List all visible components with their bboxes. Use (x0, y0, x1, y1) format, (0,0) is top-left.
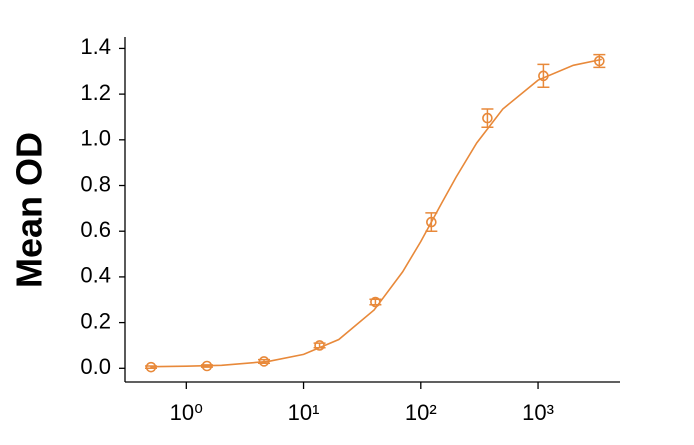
x-tick-label: 10¹ (288, 400, 320, 425)
data-point (370, 296, 381, 308)
y-tick-label: 1.0 (80, 126, 111, 151)
data-point (538, 70, 549, 82)
fit-curve (150, 58, 602, 368)
y-tick-label: 1.2 (80, 80, 111, 105)
error-bar (537, 63, 550, 89)
data-point (145, 361, 157, 373)
data-point (594, 55, 605, 67)
data-point (482, 112, 493, 124)
data-point (201, 360, 213, 372)
y-tick-label: 0.4 (80, 263, 111, 288)
y-tick-label: 1.4 (80, 34, 111, 59)
error-bar (481, 108, 494, 128)
x-tick-label: 10³ (522, 400, 554, 425)
y-tick-label: 0.2 (80, 308, 111, 333)
y-tick-label: 0.0 (80, 354, 111, 379)
data-point (426, 216, 437, 228)
y-tick-label: 0.6 (80, 217, 111, 242)
error-bar (425, 212, 438, 232)
data-point (314, 340, 325, 351)
x-tick-label: 10² (405, 400, 437, 425)
x-tick-label: 10⁰ (170, 400, 203, 425)
data-point (258, 356, 270, 367)
y-axis-label: Mean OD (9, 132, 50, 288)
y-tick-label: 0.8 (80, 171, 111, 196)
